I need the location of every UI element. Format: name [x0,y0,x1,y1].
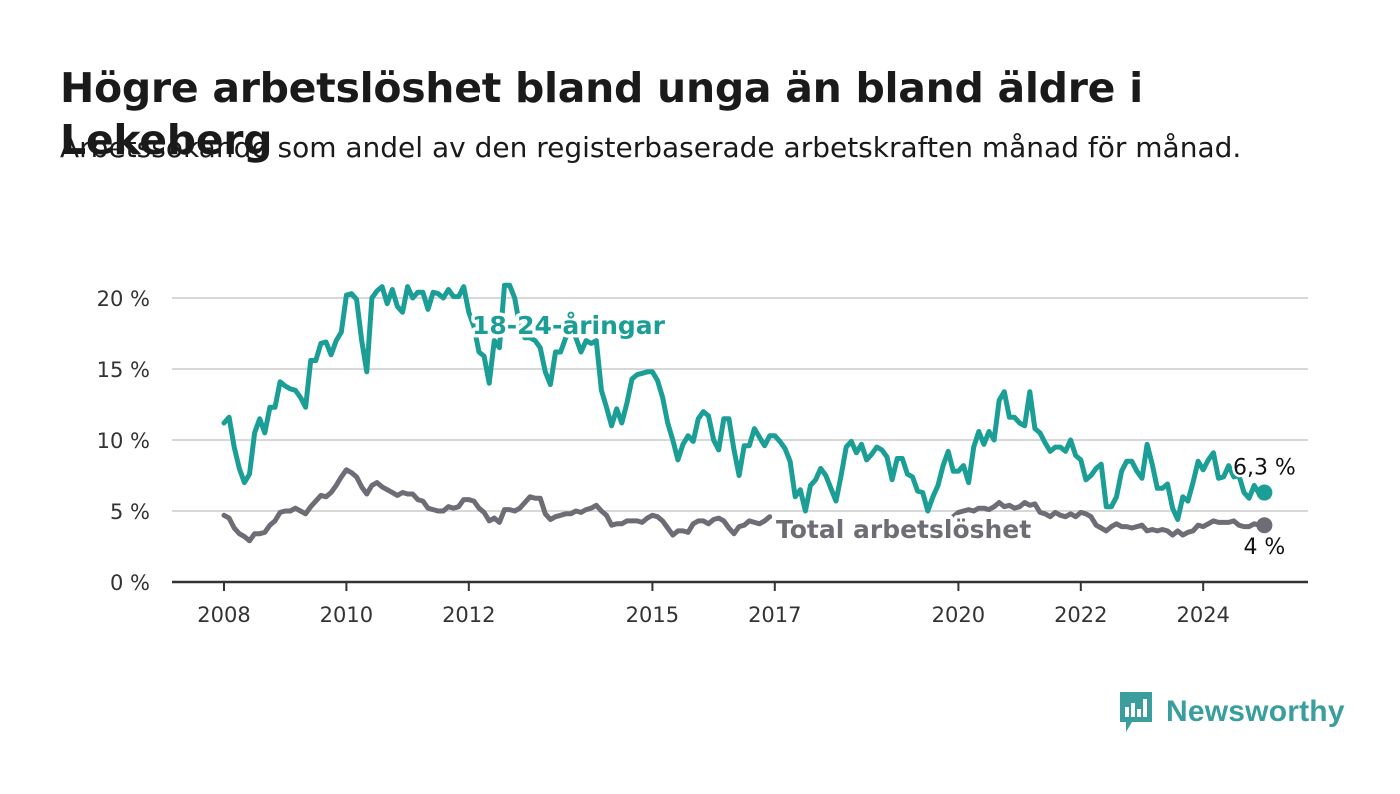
total-end-point [1256,517,1273,534]
y-tick-label: 5 % [110,500,150,524]
logo-text: Newsworthy [1166,695,1345,728]
y-axis-tick-labels: 0 % 5 % 10 % 15 % 20 % [97,287,150,595]
x-tick-label: 2017 [748,603,801,627]
y-tick-label: 20 % [97,287,150,311]
series-labels: 18-24-åringar Total arbetslöshet [469,308,1035,548]
youth-series-label: 18-24-åringar [472,311,666,340]
newsworthy-bar-chart-logo-icon [1118,690,1154,734]
chart-subtitle: Arbetssökande som andel av den registerb… [60,131,1242,164]
y-tick-label: 15 % [97,358,150,382]
total-series-label: Total arbetslöshet [776,515,1031,544]
youth-series-line [221,282,1267,522]
x-tick-label: 2022 [1054,603,1107,627]
gridlines [172,297,1308,512]
total-end-label: 4 % [1243,535,1285,560]
end-points: 6,3 % 4 % [1230,453,1298,563]
total-series-line-continued [950,500,1267,538]
y-tick-label: 10 % [97,429,150,453]
chart-title: Högre arbetslöshet bland unga än bland ä… [60,64,1143,164]
x-tick-label: 2020 [932,603,985,627]
x-tick-label: 2008 [197,603,250,627]
x-tick-label: 2010 [320,603,373,627]
total-series-line [221,467,773,544]
youth-end-label: 6,3 % [1233,456,1296,481]
x-axis-tick-labels: 2008 2010 2012 2015 2017 2020 2022 2024 [197,582,1230,627]
newsworthy-logo: Newsworthy [1118,690,1345,734]
x-tick-label: 2012 [442,603,495,627]
y-tick-label: 0 % [110,571,150,595]
series-lines [221,282,1267,544]
x-tick-label: 2015 [626,603,679,627]
x-tick-label: 2024 [1176,603,1229,627]
youth-end-point [1256,484,1273,501]
